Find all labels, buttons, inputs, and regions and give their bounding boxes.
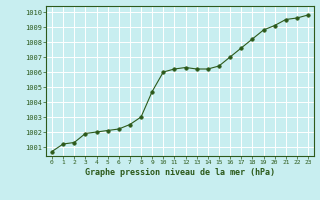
X-axis label: Graphe pression niveau de la mer (hPa): Graphe pression niveau de la mer (hPa) — [85, 168, 275, 177]
